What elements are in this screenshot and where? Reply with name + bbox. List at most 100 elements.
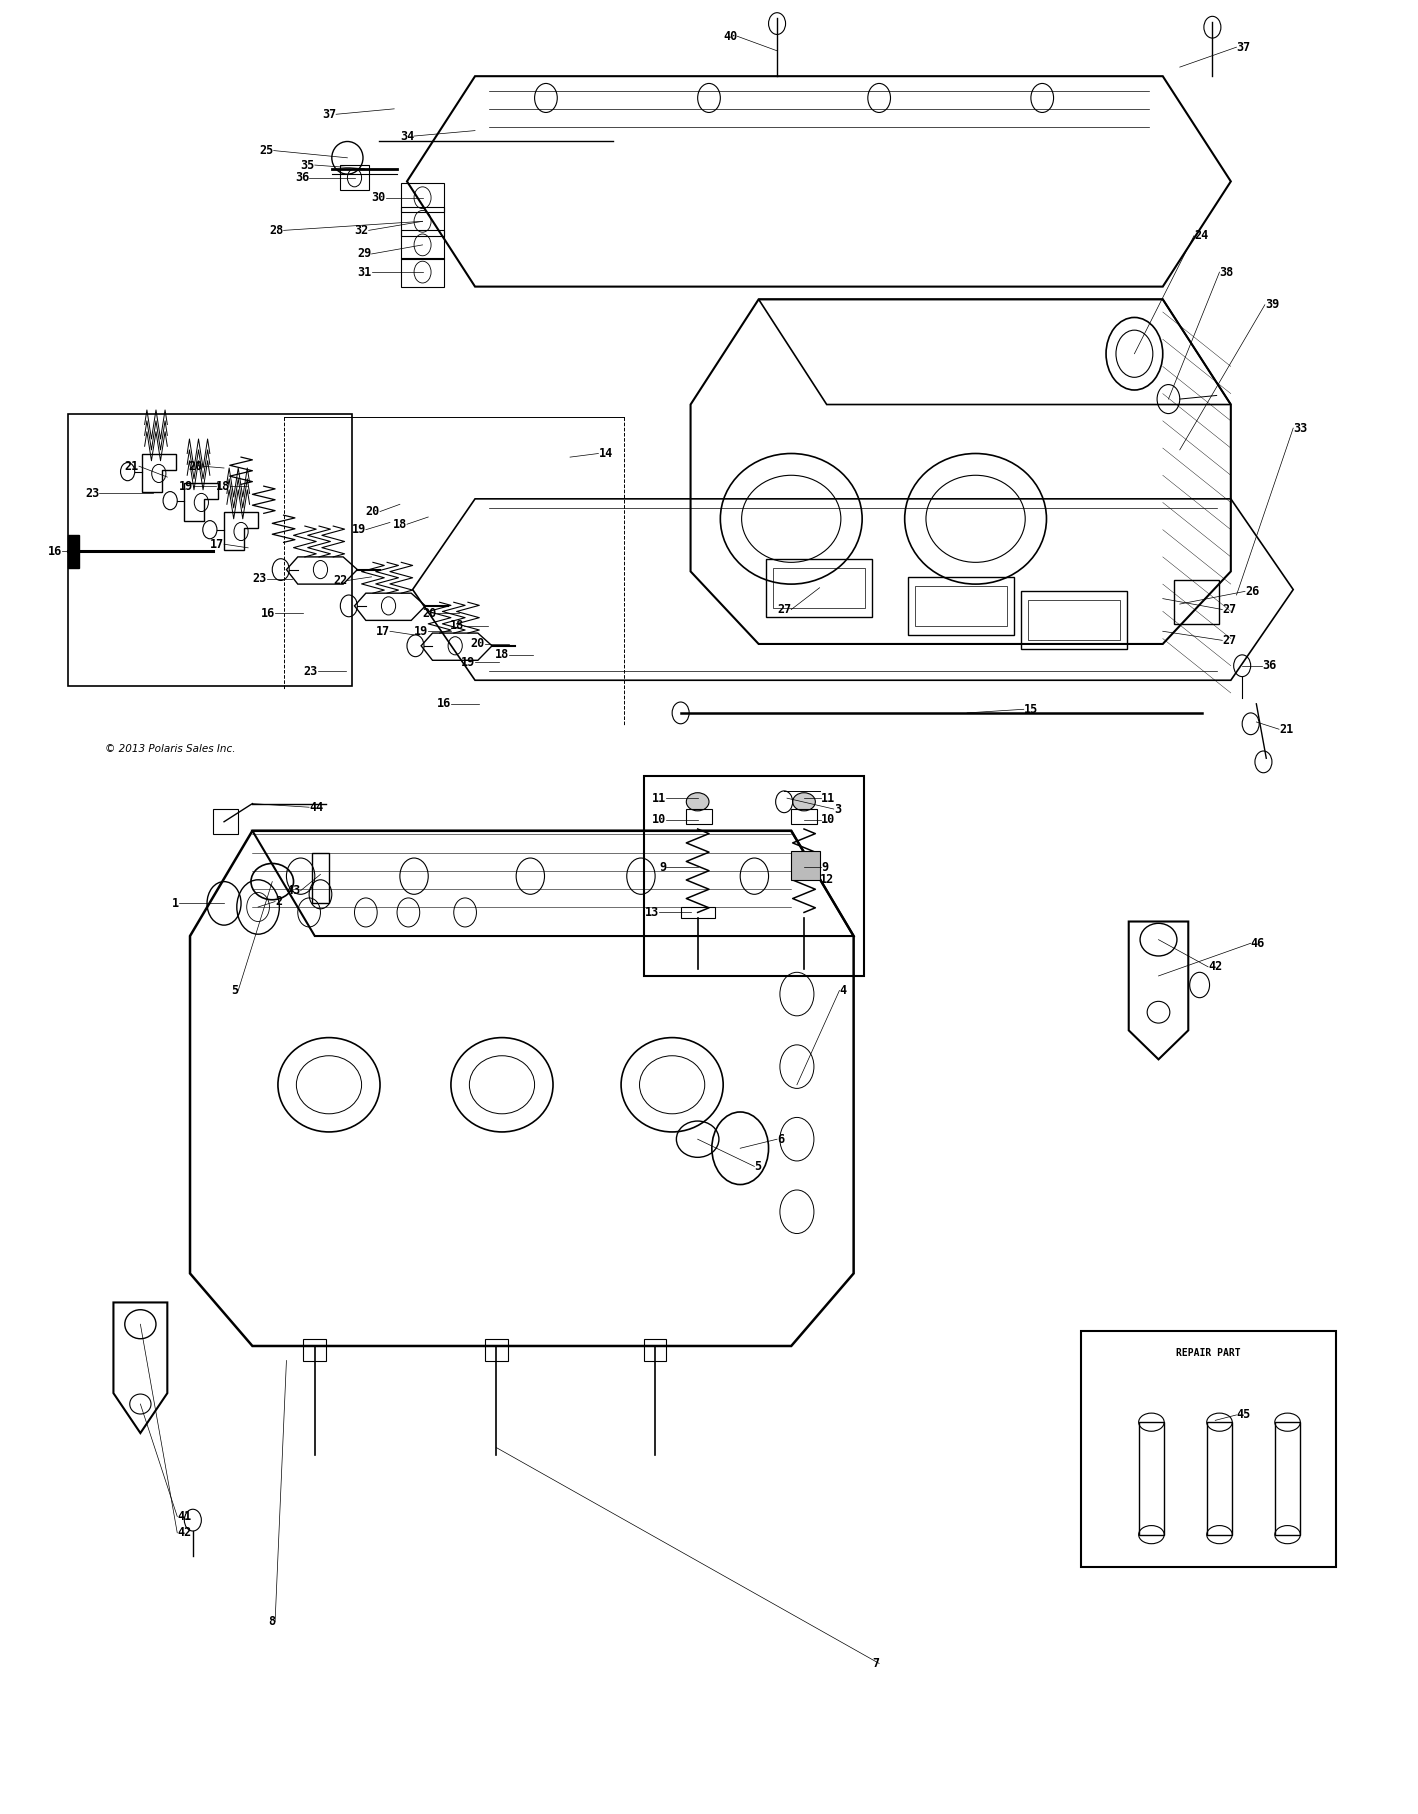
Text: 19: 19 [352,522,366,537]
Text: 35: 35 [301,158,315,172]
Text: 7: 7 [872,1656,879,1671]
Bar [401,207,444,236]
Bar [681,907,715,918]
Text: 45: 45 [1236,1408,1251,1422]
Bar [1028,600,1120,640]
Text: 13: 13 [645,905,659,920]
Text: 9: 9 [659,860,666,874]
Text: 16: 16 [261,606,275,620]
Bar [1081,1331,1336,1567]
Text: 36: 36 [1262,658,1276,673]
Bar [1021,591,1127,649]
Text: 10: 10 [821,813,835,827]
Text: 34: 34 [400,129,414,143]
Text: 1: 1 [172,896,179,911]
Text: 21: 21 [125,459,139,473]
Text: 23: 23 [303,664,318,678]
Text: 2: 2 [275,894,282,909]
Text: 17: 17 [376,624,390,639]
Text: 31: 31 [357,265,372,279]
Bar [908,577,1014,635]
Text: 27: 27 [1222,602,1236,617]
Bar [401,183,444,212]
Text: 19: 19 [179,479,193,493]
Text: 14: 14 [598,446,613,461]
Text: 11: 11 [821,791,835,805]
Bar [68,535,79,568]
Bar [1207,1422,1232,1535]
Text: 18: 18 [450,619,464,633]
Text: 21: 21 [1279,722,1293,736]
Text: 19: 19 [461,655,475,669]
Text: 36: 36 [295,171,309,185]
Ellipse shape [686,793,709,811]
Text: 41: 41 [177,1509,191,1524]
Text: 42: 42 [177,1526,191,1540]
Text: 20: 20 [423,606,437,620]
Text: 5: 5 [754,1159,761,1174]
Text: 28: 28 [269,223,284,238]
Text: © 2013 Polaris Sales Inc.: © 2013 Polaris Sales Inc. [105,744,235,755]
Text: 10: 10 [652,813,666,827]
Text: 18: 18 [393,517,407,532]
Bar [485,1339,508,1360]
Text: 26: 26 [1245,584,1259,599]
Text: 19: 19 [414,624,428,639]
Text: 44: 44 [309,800,323,814]
Text: 9: 9 [821,860,828,874]
Text: 8: 8 [268,1614,275,1629]
Ellipse shape [793,793,815,811]
Bar [644,1339,666,1360]
Bar [401,258,444,287]
Bar [401,230,444,259]
Bar [1275,1422,1300,1535]
Bar [791,851,820,880]
Bar [312,853,329,903]
Text: 29: 29 [357,247,372,261]
Bar [340,165,369,190]
Text: 23: 23 [252,571,267,586]
Text: 12: 12 [820,873,834,887]
Bar [791,809,817,824]
Text: 42: 42 [1208,960,1222,974]
Text: 16: 16 [48,544,62,559]
Text: 23: 23 [85,486,99,501]
Text: 39: 39 [1265,297,1279,312]
Bar [773,568,865,608]
Text: 37: 37 [322,107,336,122]
Text: 20: 20 [366,504,380,519]
Text: 43: 43 [286,883,301,898]
Text: 5: 5 [231,983,238,998]
Text: 32: 32 [354,223,369,238]
Text: 40: 40 [723,29,737,44]
Bar [68,414,352,686]
Text: 20: 20 [189,459,203,473]
Text: 15: 15 [1024,702,1038,717]
Text: 27: 27 [777,602,791,617]
Text: 22: 22 [333,573,347,588]
Text: REPAIR PART: REPAIR PART [1176,1348,1241,1359]
Text: 4: 4 [839,983,847,998]
Bar [213,809,238,834]
Text: 27: 27 [1222,633,1236,648]
Bar [303,1339,326,1360]
Bar [915,586,1007,626]
Text: 16: 16 [437,697,451,711]
Text: 17: 17 [210,537,224,551]
Bar [1174,580,1219,624]
Text: 18: 18 [216,479,230,493]
Text: 30: 30 [372,190,386,205]
Bar [686,809,712,824]
Text: 6: 6 [777,1132,784,1146]
Text: 33: 33 [1293,421,1307,435]
Text: 38: 38 [1219,265,1234,279]
Text: 24: 24 [1194,229,1208,243]
Text: 11: 11 [652,791,666,805]
Text: 20: 20 [471,637,485,651]
Bar [766,559,872,617]
Bar [1139,1422,1164,1535]
Text: 18: 18 [495,648,509,662]
Bar [644,776,864,976]
Text: 25: 25 [259,143,274,158]
Text: 46: 46 [1251,936,1265,951]
